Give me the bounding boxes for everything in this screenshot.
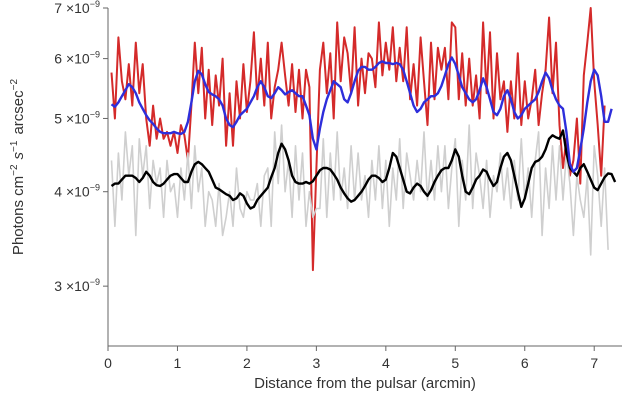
x-tick-label: 2 xyxy=(243,355,251,371)
y-tick-label: 6 ×10−9 xyxy=(54,50,100,67)
y-axis-title-cm-exponent: −2 xyxy=(9,164,20,176)
x-axis-title: Distance from the pulsar (arcmin) xyxy=(254,375,476,392)
series-line-3 xyxy=(110,129,617,210)
series-layer xyxy=(110,7,617,272)
y-axis-title-arcsec: arcsec xyxy=(10,90,27,135)
x-tick-label: 1 xyxy=(174,355,182,371)
y-tick-label: 5 ×10−9 xyxy=(54,109,100,126)
x-tick-label: 6 xyxy=(521,355,529,371)
y-tick-label: 3 ×10−9 xyxy=(54,277,100,294)
x-tick-label: 3 xyxy=(312,355,320,371)
x-tick-label: 7 xyxy=(590,355,598,371)
y-axis-title: Photons cm−2s−1arcsec−2 xyxy=(9,79,27,256)
y-axis-title-s-exponent: −1 xyxy=(9,140,20,152)
y-tick-label: 4 ×10−9 xyxy=(54,183,100,200)
plot-frame xyxy=(107,8,622,347)
x-tick-label: 0 xyxy=(104,355,112,371)
series-line-4 xyxy=(110,56,613,174)
y-axis-title-arcsec-exponent: −2 xyxy=(9,79,20,91)
y-axis-title-photons: Photons cm xyxy=(10,176,27,255)
series-line-1 xyxy=(110,7,606,272)
y-tick-label: 7 ×10−9 xyxy=(54,0,100,16)
x-axis-ticks: 0 1 2 3 4 5 6 7 xyxy=(104,346,598,371)
y-axis-ticks: 3 ×10−9 4 ×10−9 5 ×10−9 6 ×10−9 7 ×10−9 xyxy=(54,0,108,294)
x-tick-label: 4 xyxy=(382,355,390,371)
x-tick-label: 5 xyxy=(451,355,459,371)
y-axis-title-s: s xyxy=(10,151,27,159)
